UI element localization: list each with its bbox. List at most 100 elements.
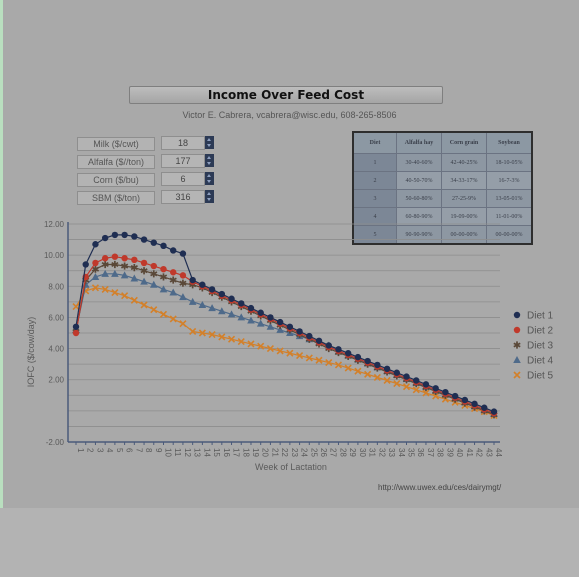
data-point (150, 306, 158, 314)
sbm-price-label: SBM ($/ton) (77, 191, 155, 205)
milk-price-input[interactable] (161, 136, 205, 150)
table-header-row: Diet Alfalfa hay Corn grain Soybean (352, 131, 533, 154)
table-cell: 42-40-25% (441, 153, 487, 172)
table-cell: 19-09-00% (441, 207, 487, 226)
data-point (471, 400, 478, 408)
data-point (111, 288, 119, 297)
table-cell: 16-7-3% (486, 171, 533, 190)
data-point (140, 267, 148, 275)
data-point (179, 293, 187, 301)
data-point (91, 265, 100, 273)
x-tick-label: 36 (416, 448, 425, 457)
data-point (306, 332, 313, 340)
data-point (150, 270, 158, 278)
x-tick-label: 10 (163, 448, 172, 457)
x-tick-label: 28 (338, 448, 347, 457)
y-tick-label: -2.00 (46, 438, 65, 447)
table-cell: 2 (352, 171, 397, 190)
legend-marker (513, 341, 521, 349)
legend-item[interactable]: Diet 5 (513, 371, 554, 382)
table-cell: 18-10-05% (486, 153, 533, 172)
data-point (481, 404, 488, 411)
data-point (296, 328, 303, 335)
data-point (374, 361, 381, 369)
data-point (373, 373, 381, 381)
data-point (72, 329, 80, 337)
milk-price-stepper[interactable] (205, 136, 214, 149)
x-tick-label: 24 (300, 448, 309, 457)
app-panel (3, 0, 579, 508)
table-cell: 34-33-17% (441, 171, 487, 190)
x-tick-label: 31 (368, 448, 377, 457)
data-point (402, 383, 411, 391)
x-tick-label: 42 (475, 448, 484, 457)
legend-label: Diet 2 (527, 326, 554, 337)
page-title: Income Over Feed Cost (129, 86, 443, 104)
data-point (218, 333, 226, 341)
data-point (238, 300, 245, 307)
corn-price-input[interactable] (161, 172, 205, 186)
sbm-price-stepper[interactable] (205, 190, 214, 203)
series-diet-5 (72, 284, 498, 420)
data-point (276, 347, 284, 355)
corn-price-stepper[interactable] (205, 172, 214, 185)
data-point (121, 231, 128, 239)
legend-marker (513, 356, 521, 363)
data-point (218, 307, 226, 315)
data-point (199, 281, 206, 288)
data-point (237, 313, 246, 321)
footer-link[interactable]: http://www.uwex.edu/ces/dairymgt/ (378, 483, 502, 492)
legend-item[interactable]: Diet 1 (513, 311, 554, 322)
x-tick-label: 17 (232, 448, 241, 457)
data-point (383, 376, 391, 385)
milk-price-label: Milk ($/cwt) (77, 137, 155, 151)
data-point (344, 364, 352, 372)
data-point (150, 262, 157, 270)
x-tick-label: 20 (261, 448, 270, 457)
data-point (344, 350, 352, 357)
legend-item[interactable]: Diet 2 (513, 326, 554, 337)
data-point (92, 241, 99, 248)
sbm-price-input[interactable] (161, 190, 205, 204)
legend-item[interactable]: Diet 4 (513, 356, 554, 367)
alfalfa-price-input[interactable] (161, 154, 205, 168)
y-tick-label: 8.00 (48, 282, 64, 291)
legend-item[interactable]: Diet 3 (513, 341, 554, 352)
data-point (121, 255, 128, 262)
data-point (149, 280, 158, 288)
table-cell: 30-40-60% (396, 153, 442, 172)
data-point (140, 236, 148, 243)
data-point (257, 342, 265, 350)
legend-label: Diet 1 (527, 311, 554, 322)
data-point (150, 239, 157, 246)
x-tick-label: 18 (241, 448, 250, 457)
data-point (198, 300, 207, 308)
x-axis-title: Week of Lactation (255, 462, 327, 472)
data-point (111, 253, 119, 260)
data-point (256, 319, 265, 327)
data-point (227, 335, 236, 343)
chart-legend[interactable]: Diet 1 Diet 2 Diet 3 Diet 4 Diet 5 (513, 311, 554, 382)
data-point (130, 264, 138, 272)
data-point (72, 323, 80, 330)
legend-label: Diet 4 (527, 356, 554, 367)
data-point (101, 285, 109, 293)
alfalfa-price-stepper[interactable] (205, 154, 214, 167)
y-axis-title: IOFC ($/cow/day) (26, 317, 36, 388)
x-tick-label: 14 (202, 448, 211, 457)
x-tick-label: 34 (397, 448, 406, 457)
series-diet-2 (72, 253, 498, 417)
chart-axes (67, 222, 500, 443)
legend-marker (513, 326, 521, 334)
data-point (296, 352, 304, 360)
data-point (364, 370, 372, 378)
data-point (131, 233, 138, 240)
y-tick-label: 4.00 (48, 345, 64, 354)
data-point (111, 269, 119, 277)
x-tick-label: 21 (270, 448, 279, 457)
data-point (179, 250, 187, 257)
y-tick-label: 12.00 (44, 220, 65, 229)
table-cell: 4 (352, 207, 397, 226)
column-header: Diet (352, 131, 397, 154)
